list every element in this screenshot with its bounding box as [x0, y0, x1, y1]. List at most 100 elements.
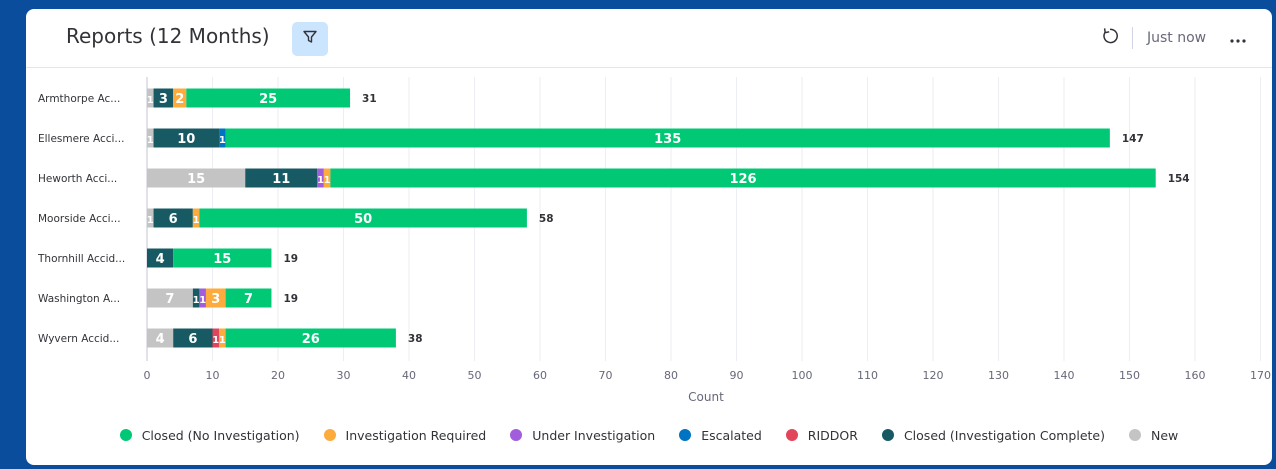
- bar-value-label: 15: [187, 172, 205, 187]
- legend-item[interactable]: Closed (Investigation Complete): [881, 428, 1105, 443]
- legend-label: Closed (No Investigation): [141, 427, 300, 443]
- bar-value-label: 135: [654, 132, 681, 147]
- bar-segment[interactable]: [219, 328, 226, 348]
- bar-segment[interactable]: [147, 88, 154, 108]
- bar-total-label: 147: [1122, 133, 1144, 145]
- card-header: Reports (12 Months) Just now: [26, 9, 1272, 68]
- bar-segment[interactable]: [173, 88, 187, 108]
- x-tick-label: 0: [144, 369, 151, 382]
- bar-value-label: 1: [212, 335, 219, 346]
- chart-card: Reports (12 Months) Just now Armthorpe A…: [26, 9, 1272, 465]
- legend-item[interactable]: Investigation Required: [323, 427, 487, 443]
- category-label: Thornhill Accid...: [37, 253, 125, 265]
- bar-segment[interactable]: [192, 288, 200, 308]
- bar-total-label: 38: [408, 333, 423, 345]
- bar-value-label: 15: [213, 252, 231, 267]
- legend-item[interactable]: Closed (No Investigation): [119, 427, 300, 443]
- legend-dot-icon: [1129, 429, 1142, 441]
- bar-value-label: 1: [324, 175, 331, 186]
- more-options-button[interactable]: [1225, 25, 1251, 51]
- header-divider: [1132, 27, 1133, 49]
- x-tick-label: 20: [271, 369, 285, 382]
- bar-segment[interactable]: [186, 88, 351, 108]
- bar-segment[interactable]: [147, 248, 174, 268]
- x-tick-label: 60: [533, 369, 547, 382]
- bar-segment[interactable]: [147, 288, 193, 308]
- bar-value-label: 1: [219, 135, 226, 146]
- bar-total-label: 19: [283, 253, 298, 265]
- bar-segment[interactable]: [173, 248, 272, 268]
- bar-value-label: 4: [156, 332, 165, 347]
- bar-segment[interactable]: [317, 168, 324, 188]
- bar-segment[interactable]: [245, 168, 318, 188]
- bar-segment[interactable]: [153, 88, 174, 108]
- legend-item[interactable]: RIDDOR: [785, 427, 858, 443]
- bar-segment[interactable]: [147, 208, 154, 228]
- bar-segment[interactable]: [153, 128, 220, 148]
- bar-segment[interactable]: [225, 128, 1110, 148]
- category-label: Armthorpe Ac...: [38, 93, 120, 105]
- x-tick-label: 130: [988, 369, 1009, 382]
- bar-segment[interactable]: [219, 128, 226, 148]
- bar-segment[interactable]: [323, 168, 331, 188]
- bar-segment[interactable]: [173, 328, 213, 348]
- chart-legend: Closed (No Investigation) Investigation R…: [26, 423, 1272, 447]
- category-label: Moorside Acci...: [38, 213, 121, 225]
- bar-value-label: 6: [169, 212, 178, 227]
- bar-segment[interactable]: [199, 288, 206, 308]
- bar-value-label: 1: [147, 215, 154, 226]
- bar-segment[interactable]: [147, 168, 246, 188]
- legend-label: RIDDOR: [807, 427, 858, 443]
- bar-value-label: 50: [354, 212, 372, 227]
- page-title: Reports (12 Months): [66, 24, 270, 48]
- x-tick-label: 140: [1054, 369, 1075, 382]
- x-tick-label: 90: [730, 369, 744, 382]
- bar-value-label: 7: [165, 292, 174, 307]
- bar-segment[interactable]: [225, 288, 272, 308]
- x-axis-ticks: 0 10 20 30 40 50 60 70 80 90 100 110 120 130 140 150 160…: [144, 369, 1272, 382]
- legend-label: Under Investigation: [532, 427, 656, 443]
- bar-segment[interactable]: [205, 288, 226, 308]
- x-tick-label: 170: [1250, 369, 1271, 382]
- x-tick-label: 120: [923, 369, 944, 382]
- bar-value-label: 1: [147, 135, 154, 146]
- x-tick-label: 80: [664, 369, 678, 382]
- category-label: Wyvern Accid...: [38, 333, 119, 345]
- bar-total-label: 154: [1168, 173, 1190, 185]
- bar-value-label: 1: [193, 215, 200, 226]
- bar-segment[interactable]: [147, 128, 154, 148]
- bar-value-label: 1: [193, 295, 200, 306]
- bar-value-label: 126: [729, 172, 756, 187]
- bar-value-label: 10: [177, 132, 195, 147]
- bar-segment[interactable]: [153, 208, 193, 228]
- bar-value-label: 26: [302, 332, 320, 347]
- bar-segment[interactable]: [212, 328, 220, 348]
- x-tick-label: 70: [599, 369, 613, 382]
- filter-button[interactable]: [292, 22, 328, 56]
- x-tick-label: 100: [792, 369, 813, 382]
- legend-item[interactable]: Escalated: [679, 428, 762, 443]
- x-tick-label: 30: [337, 369, 351, 382]
- x-tick-label: 160: [1185, 369, 1206, 382]
- bar-value-label: 25: [259, 92, 277, 107]
- bar-segment[interactable]: [147, 328, 174, 348]
- legend-label: Investigation Required: [345, 427, 487, 443]
- category-labels: Armthorpe Ac... Ellesmere Acci... Heworth …: [37, 93, 125, 345]
- bar-segment[interactable]: [330, 168, 1156, 188]
- legend-item[interactable]: New: [1129, 428, 1178, 443]
- bar-segment[interactable]: [225, 328, 396, 348]
- category-label: Washington A...: [38, 293, 120, 305]
- x-tick-label: 50: [468, 369, 482, 382]
- bar-segment[interactable]: [199, 208, 527, 228]
- legend-dot-icon: [881, 429, 894, 441]
- bar-value-label: 6: [188, 332, 197, 347]
- refresh-button[interactable]: [1097, 25, 1123, 51]
- legend-item[interactable]: Under Investigation: [510, 428, 655, 443]
- legend-label: Escalated: [701, 427, 762, 443]
- x-axis-title: Count: [688, 390, 724, 404]
- bar-total-label: 58: [539, 213, 554, 225]
- category-label: Ellesmere Acci...: [38, 133, 124, 145]
- bar-segment[interactable]: [192, 208, 200, 228]
- bar-value-label: 1: [219, 335, 226, 346]
